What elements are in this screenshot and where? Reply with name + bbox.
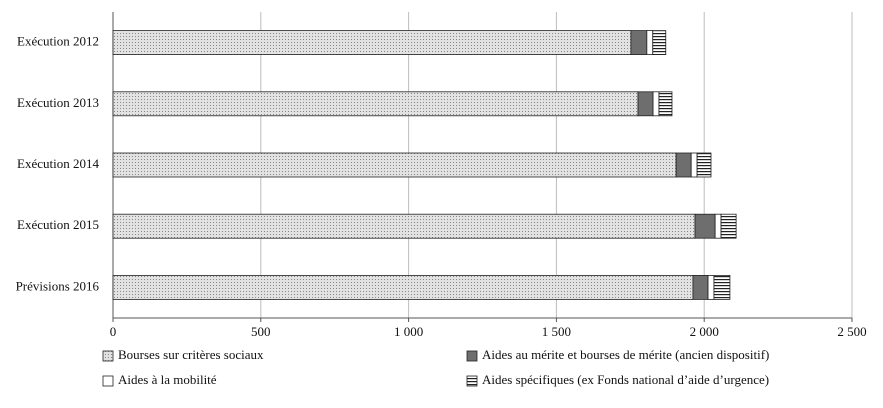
x-tick-label: 0 xyxy=(110,324,117,339)
y-tick-label: Prévisions 2016 xyxy=(16,278,100,293)
legend-swatch xyxy=(102,375,114,387)
legend-swatch xyxy=(466,350,478,362)
bar-segment xyxy=(652,91,660,117)
y-tick-label: Exécution 2015 xyxy=(17,217,99,232)
x-tick-label: 1 500 xyxy=(542,324,571,339)
x-tick-label: 1 000 xyxy=(394,324,423,339)
legend-swatch xyxy=(102,350,114,362)
legend-label: Aides au mérite et bourses de mérite (an… xyxy=(482,347,769,362)
legend-label: Aides spécifiques (ex Fonds national d’a… xyxy=(482,372,769,387)
bar-segment xyxy=(692,274,709,300)
y-tick-label: Exécution 2014 xyxy=(17,156,99,171)
legend-label: Bourses sur critères sociaux xyxy=(118,347,264,362)
bar-segment xyxy=(675,152,692,178)
y-tick-label: Exécution 2013 xyxy=(17,95,99,110)
bar-segment xyxy=(112,91,639,117)
bar-segment xyxy=(112,152,677,178)
legend-swatch xyxy=(466,375,478,387)
x-tick-label: 2 500 xyxy=(837,324,866,339)
bar-segment xyxy=(713,274,731,300)
x-tick-label: 500 xyxy=(251,324,271,339)
bar-segment xyxy=(694,213,716,239)
bar-segment xyxy=(720,213,737,239)
bar-segment xyxy=(707,274,715,300)
bar-segment xyxy=(112,274,694,300)
bar-segment xyxy=(714,213,722,239)
bar-segment xyxy=(112,213,696,239)
bar-segment xyxy=(637,91,654,117)
y-tick-label: Exécution 2012 xyxy=(17,34,99,49)
bar-segment xyxy=(652,30,667,56)
bar-segment xyxy=(658,91,673,117)
bar-segment xyxy=(696,152,712,178)
bar-segment xyxy=(630,30,648,56)
bar-segment xyxy=(690,152,698,178)
x-tick-label: 2 000 xyxy=(690,324,719,339)
legend-label: Aides à la mobilité xyxy=(118,372,217,387)
bar-segment xyxy=(646,30,654,56)
bar-segment xyxy=(112,30,632,56)
